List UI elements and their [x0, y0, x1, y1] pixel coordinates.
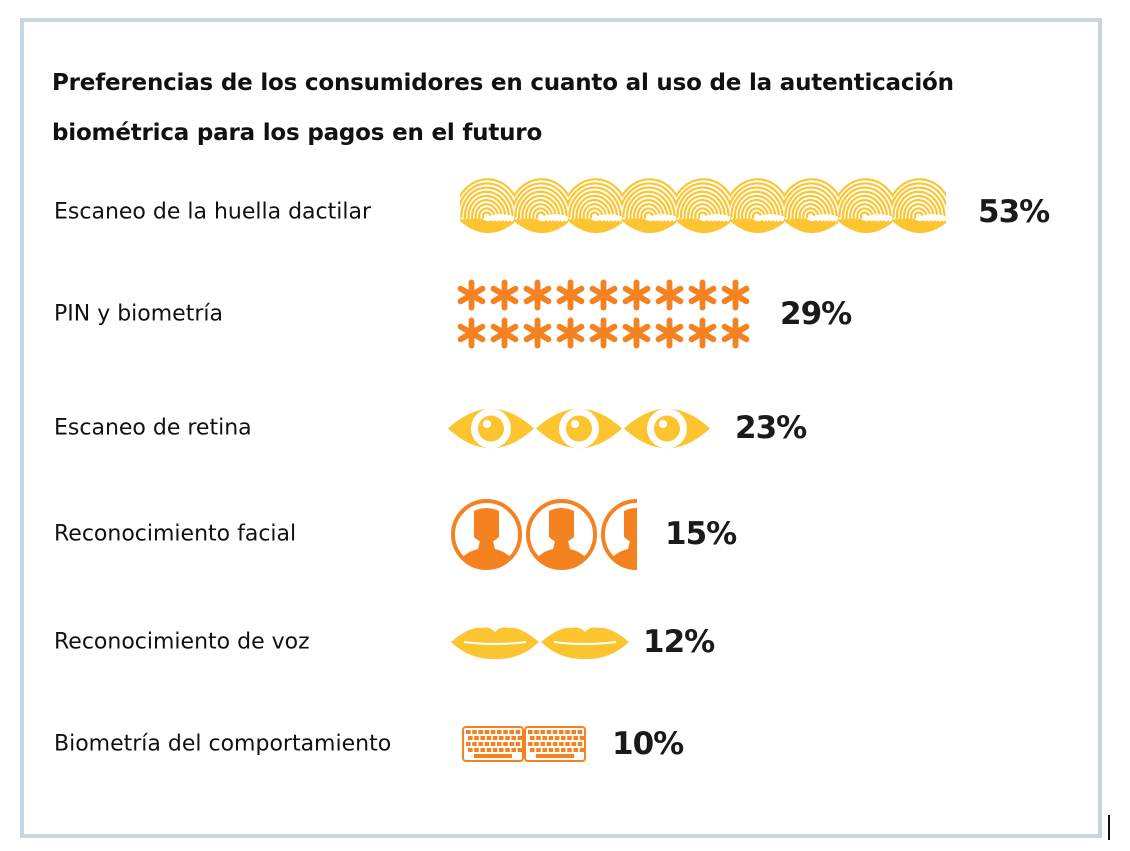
lips-icon — [450, 624, 540, 660]
asterisk-icon — [686, 316, 719, 350]
fingerprint-icon — [622, 177, 676, 247]
keyboard-icon — [462, 726, 524, 762]
value-label: 29% — [780, 296, 852, 332]
chart-frame — [20, 18, 1102, 838]
text-cursor — [1108, 815, 1110, 840]
fingerprint-icon — [568, 177, 622, 247]
value-label: 53% — [978, 194, 1050, 230]
asterisk-icon — [488, 278, 521, 312]
category-label: Reconocimiento facial — [54, 521, 297, 547]
fingerprint-icon — [730, 177, 784, 247]
chart-title: Preferencias de los consumidores en cuan… — [52, 70, 954, 146]
value-label: 12% — [643, 624, 715, 660]
asterisk-icon — [653, 278, 686, 312]
fingerprint-icon — [838, 177, 892, 247]
lips-icon — [540, 624, 630, 660]
asterisk-icon — [554, 316, 587, 350]
asterisk-icon — [719, 278, 752, 312]
asterisk-icon — [521, 316, 554, 350]
value-label: 15% — [665, 516, 737, 552]
asterisk-icon — [554, 278, 587, 312]
asterisk-icon — [620, 278, 653, 312]
face-icon — [599, 497, 637, 572]
category-label: Biometría del comportamiento — [54, 731, 392, 757]
eye-icon — [623, 401, 711, 456]
fingerprint-icon — [460, 177, 514, 247]
eye-icon — [535, 401, 623, 456]
asterisk-icon — [620, 316, 653, 350]
asterisk-icon — [455, 278, 488, 312]
fingerprint-icon — [676, 177, 730, 247]
face-icon — [449, 497, 524, 572]
fingerprint-icon — [892, 177, 946, 247]
fingerprint-icon — [514, 177, 568, 247]
value-label: 23% — [735, 410, 807, 446]
face-icon — [524, 497, 599, 572]
asterisk-icon — [455, 316, 488, 350]
category-label: Escaneo de retina — [54, 415, 252, 441]
asterisk-icon — [587, 278, 620, 312]
asterisk-icon — [686, 278, 719, 312]
value-label: 10% — [612, 726, 684, 762]
fingerprint-icon — [784, 177, 838, 247]
asterisk-icon — [521, 278, 554, 312]
keyboard-icon — [524, 726, 586, 762]
asterisk-icon — [719, 316, 752, 350]
asterisk-icon — [587, 316, 620, 350]
category-label: Escaneo de la huella dactilar — [54, 199, 371, 225]
category-label: Reconocimiento de voz — [54, 629, 310, 655]
asterisk-icon — [488, 316, 521, 350]
category-label: PIN y biometría — [54, 301, 223, 327]
asterisk-icon — [653, 316, 686, 350]
eye-icon — [447, 401, 535, 456]
